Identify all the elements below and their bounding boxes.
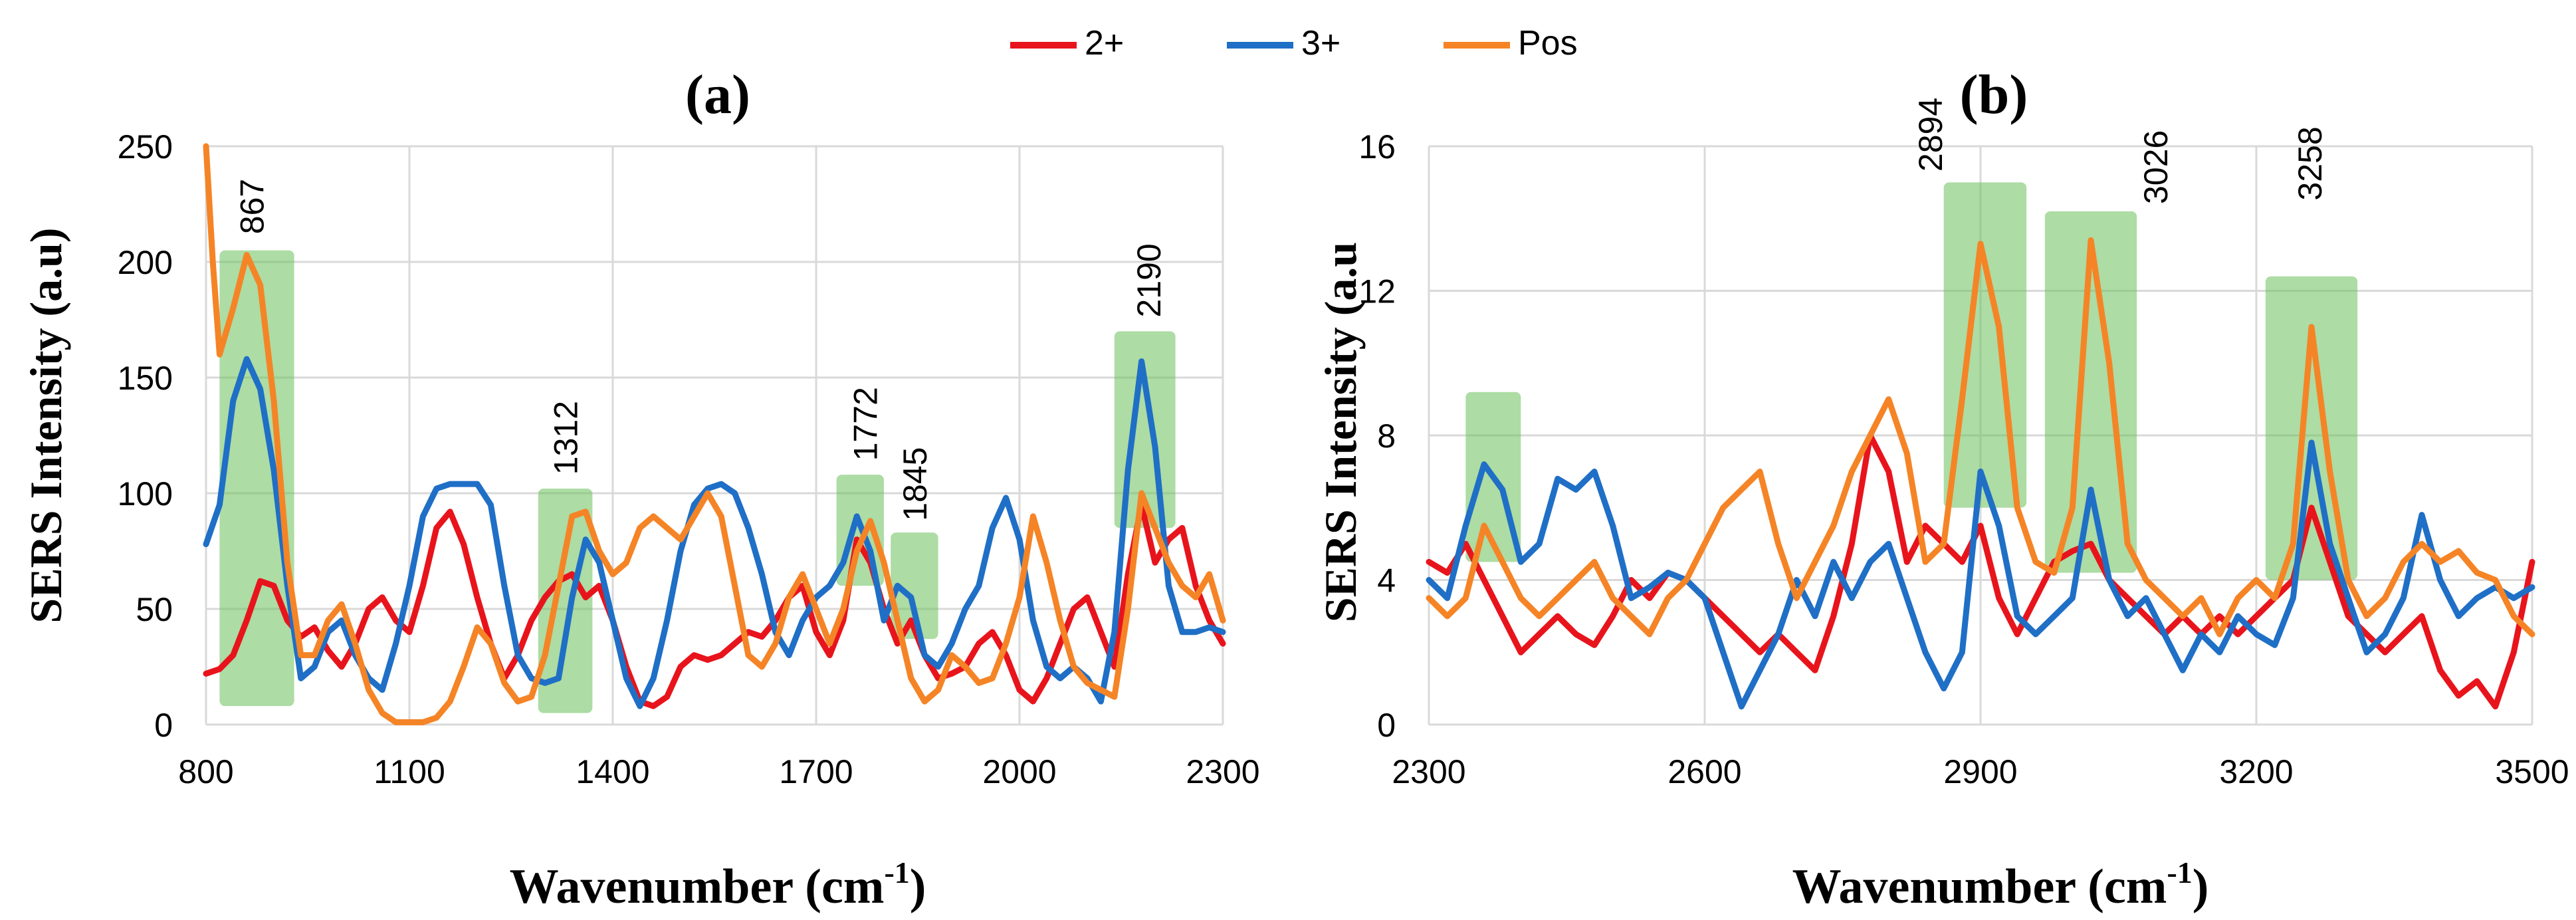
x-tick-label: 3200 xyxy=(2219,753,2293,790)
panel-a: (a) SERS Intensity (a.u) Wavenumber (cm-… xyxy=(21,64,1260,914)
x-tick-label: 1700 xyxy=(779,753,853,790)
legend: 2+ 3+ Pos xyxy=(1010,24,1578,62)
y-tick-label: 4 xyxy=(1377,562,1396,600)
panel-a-xlabel: Wavenumber (cm-1) xyxy=(510,856,926,914)
y-tick-label: 50 xyxy=(136,591,173,628)
y-tick-label: 16 xyxy=(1358,128,1396,166)
y-tick-label: 250 xyxy=(118,128,173,166)
peak-label: 1772 xyxy=(847,387,884,461)
panel-b-title: (b) xyxy=(1960,64,2028,126)
series-line-2plus xyxy=(203,501,1226,709)
x-tick-label: 2600 xyxy=(1667,753,1741,790)
panel-a-ticks: 0 50 100 150 200 250 800 1100 1400 1700 2000 2300 xyxy=(118,128,1260,790)
panel-a-ylabel: SERS Intensity (a.u) xyxy=(21,227,71,623)
panel-b-peak-labels: 2894 3026 3258 xyxy=(1912,98,2329,204)
peak-highlight xyxy=(538,489,593,713)
y-tick-label: 0 xyxy=(1377,707,1396,744)
y-tick-label: 12 xyxy=(1358,273,1396,310)
legend-label-2plus: 2+ xyxy=(1085,24,1124,62)
series-line-2plus xyxy=(1426,432,2535,710)
y-tick-label: 200 xyxy=(118,244,173,281)
peak-highlight xyxy=(2265,276,2358,580)
x-tick-label: 3500 xyxy=(2495,753,2569,790)
peak-label: 1312 xyxy=(548,401,585,475)
peak-label: 3026 xyxy=(2137,130,2175,204)
x-tick-label: 2300 xyxy=(1392,753,1465,790)
y-tick-label: 0 xyxy=(154,707,173,744)
peak-label: 1845 xyxy=(897,447,934,521)
peak-label: 2894 xyxy=(1912,98,1949,172)
y-tick-label: 8 xyxy=(1377,417,1396,455)
peak-highlight xyxy=(891,532,938,639)
series-line-3plus xyxy=(1426,439,2535,710)
panel-b: (b) SERS Intensity (a.u Wavenumber (cm-1… xyxy=(1315,64,2569,914)
panel-b-xlabel: Wavenumber (cm-1) xyxy=(1792,856,2209,914)
peak-label: 2190 xyxy=(1130,243,1168,317)
peak-highlight xyxy=(1943,182,2027,508)
panel-a-title: (a) xyxy=(685,64,750,126)
panel-a-series xyxy=(203,143,1226,725)
x-tick-label: 800 xyxy=(178,753,233,790)
panel-a-peak-labels: 867 1312 1772 1845 2190 xyxy=(233,179,1168,521)
x-tick-label: 1100 xyxy=(374,753,445,790)
x-tick-label: 2900 xyxy=(1943,753,2017,790)
panel-b-ylabel: SERS Intensity (a.u xyxy=(1315,242,1366,623)
peak-label: 3258 xyxy=(2292,126,2329,200)
series-line-pos xyxy=(203,143,1226,725)
legend-label-3plus: 3+ xyxy=(1301,24,1341,62)
series-line-3plus xyxy=(203,356,1226,709)
x-tick-label: 2000 xyxy=(982,753,1056,790)
legend-label-pos: Pos xyxy=(1518,24,1578,62)
panel-a-highlights xyxy=(219,250,1176,713)
panel-b-series xyxy=(1426,237,2535,710)
panel-b-highlights xyxy=(1465,182,2358,580)
peak-label: 867 xyxy=(233,179,270,234)
y-tick-label: 150 xyxy=(118,360,173,397)
x-tick-label: 1400 xyxy=(576,753,649,790)
series-line-pos xyxy=(1426,237,2535,637)
x-tick-label: 2300 xyxy=(1186,753,1259,790)
peak-highlight xyxy=(2044,211,2137,573)
panel-b-ticks: 0 4 8 12 16 2300 2600 2900 3200 3500 xyxy=(1358,128,2569,790)
y-tick-label: 100 xyxy=(118,475,173,513)
